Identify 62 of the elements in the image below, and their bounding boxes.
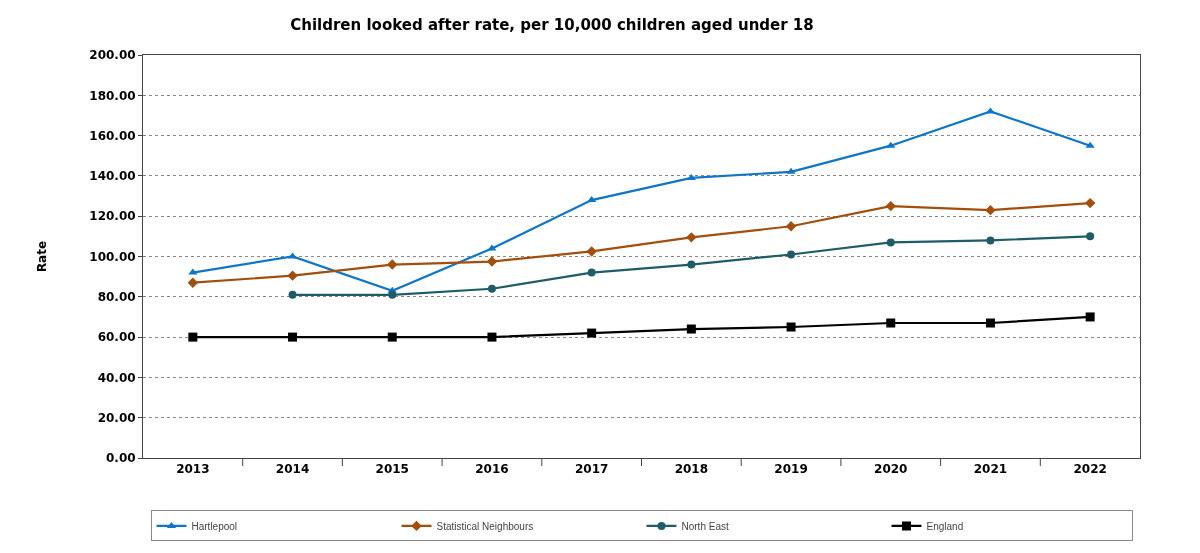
point (686, 232, 697, 243)
point (787, 250, 796, 259)
point (487, 284, 496, 293)
point (388, 290, 397, 299)
y-axis-title: Rate (34, 240, 49, 273)
legend-label: Statistical Neighbours (436, 520, 534, 532)
point (786, 167, 796, 174)
x-tick-label: 2021 (973, 462, 1008, 477)
point (986, 236, 995, 245)
x-tick-label: 2015 (375, 462, 409, 477)
point (387, 259, 398, 270)
point (687, 260, 696, 269)
x-tick-label: 2016 (475, 462, 509, 477)
point (1085, 141, 1095, 148)
x-tick-label: 2022 (1073, 462, 1107, 477)
legend-label: North East (681, 520, 729, 532)
x-tick-label: 2013 (176, 462, 210, 477)
point (886, 141, 896, 148)
y-tick-label: 180.00 (89, 88, 136, 103)
point (686, 173, 696, 180)
legend-label: England (926, 520, 964, 532)
point (586, 246, 597, 257)
point (487, 332, 497, 342)
point (885, 200, 896, 212)
point (1085, 312, 1095, 322)
y-tick-label: 80.00 (97, 290, 136, 304)
point (587, 268, 596, 277)
y-tick-label: 120.00 (89, 209, 136, 224)
x-tick-label: 2020 (874, 462, 908, 477)
point (486, 256, 498, 267)
point (288, 290, 297, 299)
point (287, 270, 298, 281)
x-tick-label: 2014 (275, 462, 310, 477)
point (985, 318, 995, 328)
chart-title: Children looked after rate, per 10,000 children aged under 18 (290, 15, 814, 34)
legend-label: Hartlepool (191, 520, 238, 532)
point (786, 322, 796, 332)
point (785, 221, 797, 232)
point (886, 238, 895, 247)
x-tick-label: 2017 (574, 462, 609, 477)
y-tick-label: 20.00 (97, 410, 136, 425)
point (686, 324, 696, 334)
y-tick-label: 140.00 (89, 169, 136, 184)
y-tick-label: 60.00 (97, 330, 136, 345)
point (188, 268, 198, 275)
point (985, 204, 996, 216)
y-tick-label: 40.00 (97, 370, 136, 385)
point (387, 332, 397, 342)
y-tick-label: 0.00 (105, 451, 136, 466)
point (188, 332, 198, 342)
point (1084, 197, 1096, 209)
point (1086, 232, 1095, 241)
point (288, 332, 298, 342)
point (187, 277, 199, 288)
y-tick-label: 160.00 (89, 128, 136, 143)
y-tick-label: 200.00 (89, 48, 136, 63)
x-tick-label: 2019 (774, 462, 808, 477)
point (587, 328, 597, 338)
x-tick-label: 2018 (674, 462, 709, 477)
point (886, 318, 896, 328)
y-tick-label: 100.00 (89, 249, 136, 264)
point (587, 196, 597, 203)
